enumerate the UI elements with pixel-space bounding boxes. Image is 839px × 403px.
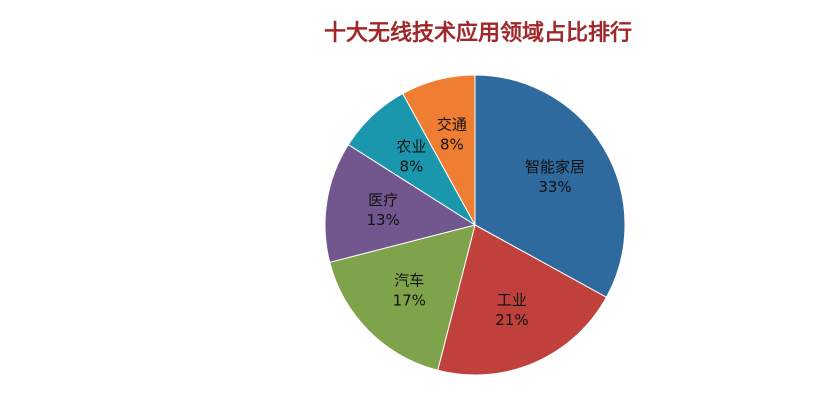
slice-value: 8% xyxy=(440,135,464,153)
pie-slice xyxy=(437,224,608,376)
slice-value: 17% xyxy=(393,291,426,309)
slice-label: 工业 xyxy=(497,291,527,309)
pie-slice xyxy=(329,224,476,371)
slice-value: 13% xyxy=(366,211,399,229)
slice-label: 农业 xyxy=(396,138,426,156)
slice-label: 医疗 xyxy=(368,191,398,209)
slice-value: 8% xyxy=(399,158,423,176)
slice-value: 33% xyxy=(538,178,571,196)
pie-slice xyxy=(474,74,626,298)
chart-title: 十大无线技术应用领域占比排行 xyxy=(324,20,632,46)
pie-slice xyxy=(324,143,477,263)
slice-value: 21% xyxy=(495,311,528,329)
slice-label: 交通 xyxy=(437,115,467,133)
pie-slice xyxy=(402,74,476,226)
slice-label: 智能家居 xyxy=(525,158,585,176)
slice-label: 汽车 xyxy=(394,271,424,289)
